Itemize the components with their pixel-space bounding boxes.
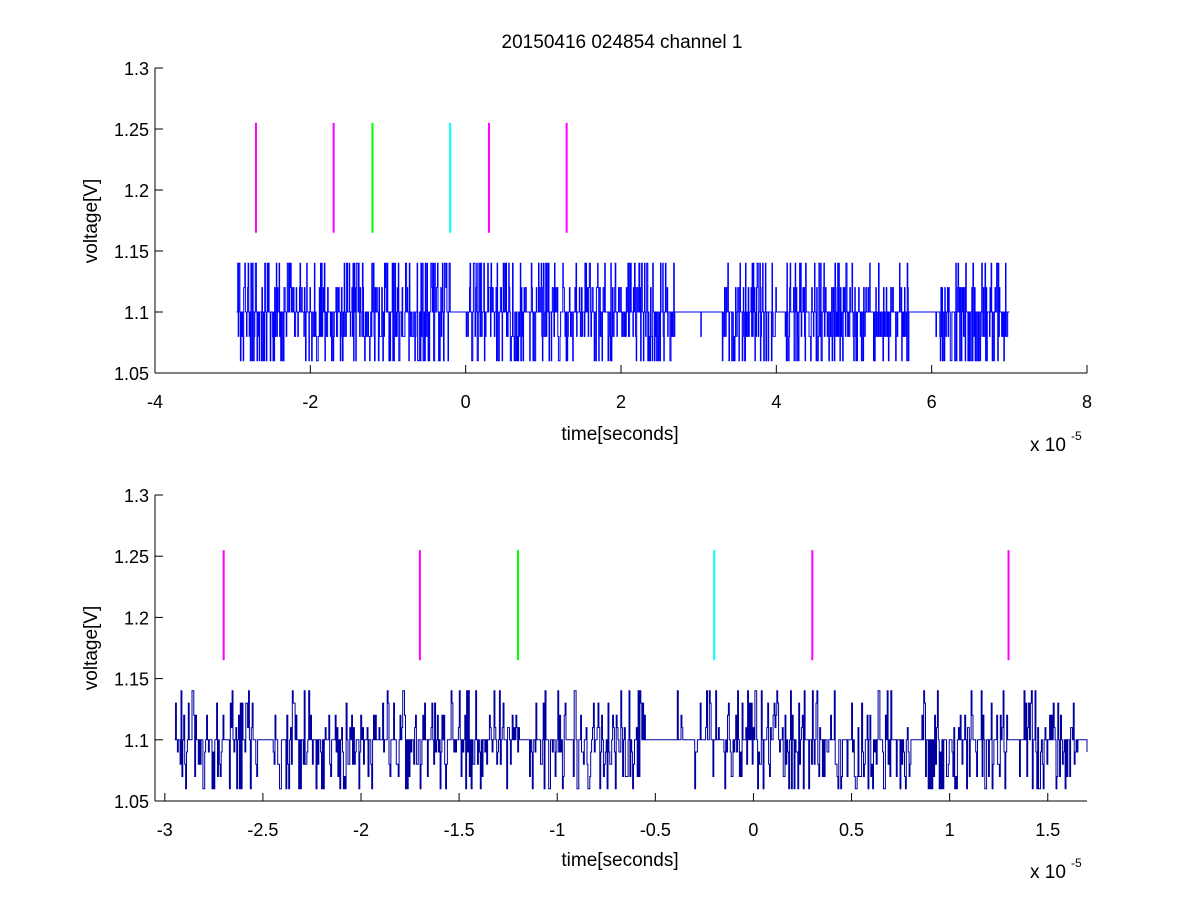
bottom-x-ticks: -3 -2.5 -2 -1.5 -1 -0.5 0 0.5 1 1.5 [157,793,1060,840]
bottom-x-scale-label: x 10 [1030,862,1066,883]
top-y-tick-label: 1.15 [114,242,149,262]
top-signal-group [236,262,1010,362]
top-x-tick-label: 2 [616,392,626,412]
bottom-x-tick-label: -1 [549,820,565,840]
top-x-tick-label: 8 [1082,392,1092,412]
bottom-y-tick-label: 1.2 [124,608,149,628]
top-y-tick-label: 1.3 [124,59,149,79]
top-x-tick-label: 0 [461,392,471,412]
top-x-ticks: -4 -2 0 2 4 6 8 [147,365,1092,412]
bottom-y-tick-label: 1.1 [124,731,149,751]
bottom-x-tick-label: -0.5 [640,820,671,840]
bottom-signal-group [174,690,1088,790]
chart-title: 20150416 024854 channel 1 [502,32,743,53]
top-y-tick-label: 1.1 [124,303,149,323]
bottom-marker-group [222,550,1010,661]
top-y-tick-label: 1.2 [124,181,149,201]
top-x-tick-label: -4 [147,392,163,412]
top-marker-group [254,122,568,233]
bottom-y-axis-label: voltage[V] [81,606,102,691]
top-y-ticks: 1.05 1.1 1.15 1.2 1.25 1.3 [114,59,163,384]
bottom-x-axis-label: time[seconds] [561,850,678,871]
top-y-tick-label: 1.05 [114,364,149,384]
bottom-y-tick-label: 1.25 [114,547,149,567]
bottom-x-tick-label: -2.5 [247,820,278,840]
top-x-axis-label: time[seconds] [561,424,678,445]
bottom-x-tick-label: 1.5 [1035,820,1060,840]
top-x-scale-exponent: -5 [1071,429,1082,443]
bottom-subplot: -3 -2.5 -2 -1.5 -1 -0.5 0 0.5 1 1.5 1.051.11.151.… [81,486,1088,883]
bottom-y-tick-label: 1.3 [124,486,149,506]
bottom-x-tick-label: 0 [748,820,758,840]
top-subplot: -4 -2 0 2 4 6 8 1.05 1.1 1.15 1.2 1.25 1.3 time[sec… [81,59,1092,456]
top-y-tick-label: 1.25 [114,120,149,140]
bottom-x-tick-label: -3 [157,820,173,840]
top-x-tick-label: -2 [302,392,318,412]
bottom-x-tick-label: 1 [945,820,955,840]
top-x-scale-label: x 10 [1030,435,1066,456]
top-y-axis-label: voltage[V] [81,179,102,264]
bottom-x-tick-label: -1.5 [444,820,475,840]
bottom-voltage-trace [174,690,1088,790]
top-x-tick-label: 6 [927,392,937,412]
bottom-x-tick-label: -2 [353,820,369,840]
bottom-x-scale-exponent: -5 [1071,856,1082,870]
top-x-tick-label: 4 [771,392,781,412]
bottom-y-tick-label: 1.15 [114,670,149,690]
top-voltage-trace [236,262,1010,362]
bottom-x-tick-label: 0.5 [839,820,864,840]
bottom-y-ticks: 1.05 1.1 1.15 1.2 1.25 1.3 [114,486,163,812]
bottom-y-tick-label: 1.05 [114,792,149,812]
